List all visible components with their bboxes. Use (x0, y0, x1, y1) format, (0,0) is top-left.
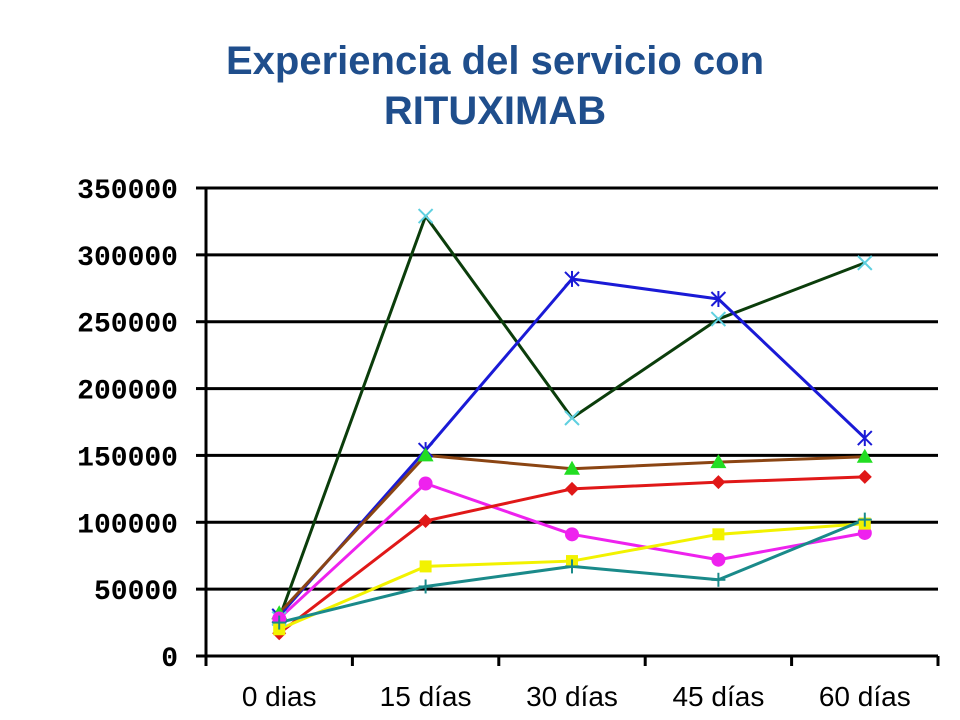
data-point-plus (565, 559, 579, 574)
data-point-plus (857, 512, 872, 527)
data-point-diamond (565, 481, 579, 496)
data-point-circle (711, 552, 726, 567)
x-tick-label: 30 días (526, 681, 618, 712)
y-tick-label: 350000 (77, 176, 178, 207)
data-point-circle (418, 476, 433, 491)
data-point-star (564, 270, 580, 287)
x-tick-labels: 0 dias 15 días 30 días 45 días 60 días (242, 681, 911, 712)
marker-stroke (417, 208, 434, 224)
data-point-diamond (418, 513, 433, 528)
series-markers (271, 208, 873, 641)
y-tick-label: 0 (161, 644, 178, 675)
data-point-circle (565, 527, 579, 542)
gridlines (206, 186, 938, 591)
y-tick-label: 300000 (77, 243, 178, 274)
data-point-plus (272, 615, 287, 630)
y-tick-label: 200000 (77, 377, 178, 408)
data-point-triangle (856, 448, 873, 463)
data-point-x (857, 255, 873, 271)
data-point-star (710, 290, 727, 307)
marker-stroke (564, 410, 580, 426)
series-line (278, 482, 866, 620)
data-point-plus (418, 579, 433, 594)
y-tick-label: 100000 (77, 510, 178, 541)
data-point-triangle (417, 447, 434, 462)
x-tick-label: 15 días (380, 681, 472, 712)
x-tick-label: 60 días (819, 681, 911, 712)
data-point-triangle (710, 454, 727, 469)
data-point-triangle (564, 460, 580, 475)
data-point-square (712, 528, 725, 541)
x-tick-label: 45 días (672, 681, 764, 712)
axes (196, 186, 940, 666)
marker-stroke (857, 255, 873, 271)
y-tick-label: 50000 (94, 577, 178, 608)
data-point-x (417, 208, 434, 224)
data-point-x (564, 410, 580, 426)
x-tick-label: 0 dias (242, 681, 317, 712)
y-tick-labels: 0 50000 100000 150000 200000 250000 300000 3500… (77, 176, 178, 675)
data-point-plus (711, 572, 726, 587)
y-tick-label: 250000 (77, 310, 178, 341)
data-point-diamond (857, 469, 872, 484)
chart-title-line-2: RITUXIMAB (383, 89, 607, 133)
data-point-square (419, 560, 432, 573)
chart-title-line-1: Experiencia del servicio con (225, 39, 765, 83)
y-tick-label: 150000 (77, 443, 178, 474)
data-point-x (710, 311, 727, 327)
marker-stroke (710, 311, 727, 327)
data-point-diamond (711, 475, 726, 490)
data-point-star (857, 430, 873, 447)
chart-title: Experiencia del servicio con RITUXIMAB (150, 36, 840, 136)
